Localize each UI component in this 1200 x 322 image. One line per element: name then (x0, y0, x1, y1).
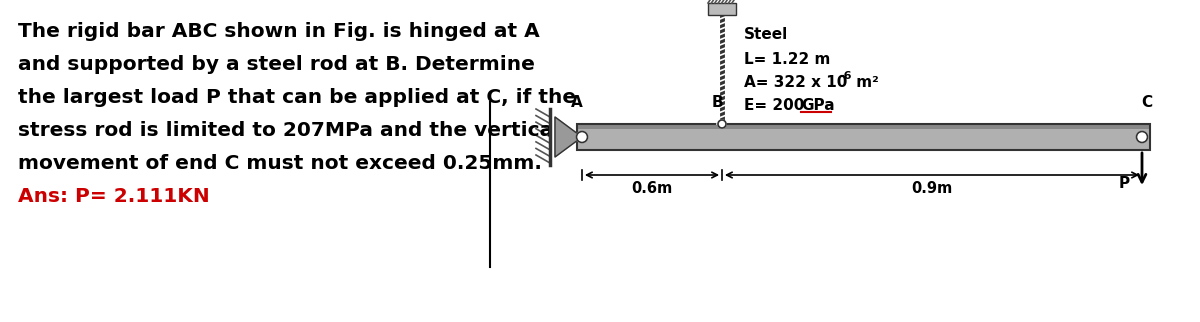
Text: movement of end C must not exceed 0.25mm.: movement of end C must not exceed 0.25mm… (18, 154, 542, 173)
Text: GPa: GPa (802, 98, 835, 113)
Text: The rigid bar ABC shown in Fig. is hinged at A: The rigid bar ABC shown in Fig. is hinge… (18, 22, 540, 41)
Bar (577, 124, 1150, 150)
Text: P: P (1118, 175, 1130, 191)
Circle shape (718, 120, 726, 128)
Circle shape (576, 131, 588, 143)
Bar (577, 124, 1150, 129)
Text: B: B (712, 95, 722, 110)
Text: L= 1.22 m: L= 1.22 m (744, 52, 830, 67)
Text: Steel: Steel (744, 27, 788, 42)
Text: and supported by a steel rod at B. Determine: and supported by a steel rod at B. Deter… (18, 55, 535, 74)
Text: 0.9m: 0.9m (911, 181, 953, 196)
Circle shape (1136, 131, 1147, 143)
Text: 0.6m: 0.6m (631, 181, 673, 196)
Text: C: C (1141, 95, 1152, 110)
Text: stress rod is limited to 207MPa and the vertical: stress rod is limited to 207MPa and the … (18, 121, 560, 140)
Text: A= 322 x 10: A= 322 x 10 (744, 75, 847, 90)
Bar (708, 3, 736, 15)
Text: Ans: P= 2.111KN: Ans: P= 2.111KN (18, 187, 210, 206)
Text: -6: -6 (839, 71, 852, 81)
Text: the largest load P that can be applied at C, if the: the largest load P that can be applied a… (18, 88, 576, 107)
Polygon shape (554, 117, 582, 157)
Bar (577, 124, 1150, 150)
Text: m²: m² (851, 75, 878, 90)
Text: E= 200: E= 200 (744, 98, 810, 113)
Text: A: A (571, 95, 583, 110)
